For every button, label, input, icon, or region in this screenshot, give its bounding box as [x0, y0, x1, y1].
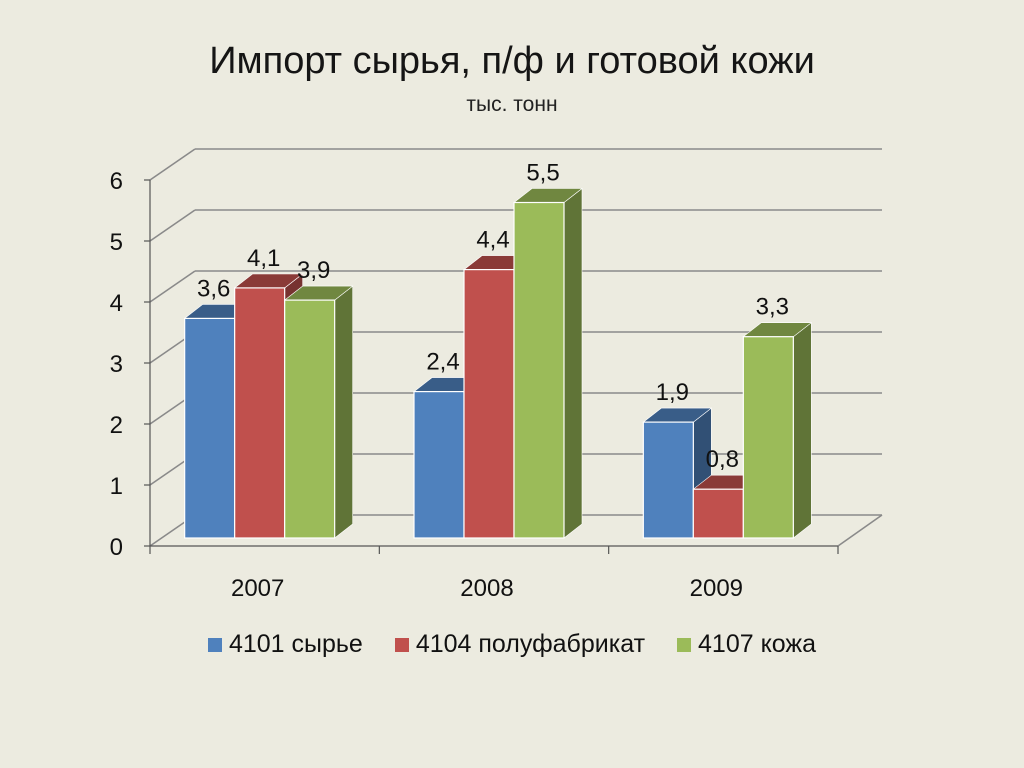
bar-side	[793, 322, 812, 539]
data-label: 3,9	[297, 257, 330, 284]
chart-subtitle: тыс. тонн	[466, 93, 558, 116]
floor-edge	[837, 514, 883, 547]
legend-swatch-syrye	[207, 637, 222, 652]
legend-swatch-kozha	[677, 637, 692, 652]
data-label: 4,1	[247, 245, 280, 272]
y-tick-label: 3	[110, 351, 123, 378]
y-tick-label: 1	[110, 473, 123, 500]
data-label: 3,6	[197, 275, 230, 302]
bar	[463, 269, 515, 539]
data-label: 3,3	[756, 294, 789, 321]
chart-legend: 4101 сырье 4104 полуфабрикат 4107 кожа	[0, 630, 1024, 659]
bar	[184, 317, 236, 539]
data-label: 5,5	[526, 160, 559, 187]
data-label: 4,4	[476, 227, 509, 254]
legend-label-polufabrikat: 4104 полуфабрикат	[415, 630, 646, 658]
bar	[692, 488, 744, 539]
legend-item-kozha: 4107 кожа	[677, 630, 816, 659]
y-tick-label: 5	[110, 229, 123, 256]
y-tick-label: 0	[110, 534, 123, 561]
gridline-depth	[149, 270, 196, 303]
data-label: 2,4	[426, 349, 459, 376]
bar-side	[334, 285, 353, 539]
y-tick-label: 6	[110, 168, 123, 195]
legend-item-polufabrikat: 4104 полуфабрикат	[394, 630, 646, 659]
gridline-depth	[149, 148, 196, 181]
y-tick-label: 2	[110, 412, 123, 439]
gridline-depth	[149, 209, 196, 242]
bar	[642, 421, 694, 539]
bar-side	[563, 187, 583, 539]
legend-item-syrye: 4101 сырье	[207, 630, 363, 659]
legend-label-syrye: 4101 сырье	[228, 630, 363, 658]
bar	[513, 201, 565, 539]
y-tick-label: 4	[110, 290, 123, 317]
bar	[742, 336, 794, 539]
chart-title: Импорт сырья, п/ф и готовой кожи	[209, 40, 815, 82]
legend-swatch-polufabrikat	[394, 637, 409, 652]
bar	[413, 391, 465, 539]
data-label: 0,8	[706, 446, 739, 473]
legend-label-kozha: 4107 кожа	[698, 630, 817, 658]
bar	[284, 299, 336, 539]
x-tick-label: 2008	[460, 575, 513, 602]
x-tick-label: 2007	[231, 575, 284, 602]
x-tick-label: 2009	[690, 575, 743, 602]
data-label: 1,9	[656, 379, 689, 406]
bar	[234, 287, 286, 539]
